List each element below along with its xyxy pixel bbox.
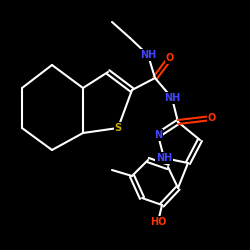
Text: O: O: [166, 53, 174, 63]
Text: NH: NH: [140, 50, 156, 60]
Text: NH: NH: [164, 93, 180, 103]
Text: NH: NH: [156, 153, 172, 163]
Text: HO: HO: [150, 217, 166, 227]
Text: N: N: [154, 130, 162, 140]
Text: O: O: [208, 113, 216, 123]
Text: S: S: [114, 123, 121, 133]
